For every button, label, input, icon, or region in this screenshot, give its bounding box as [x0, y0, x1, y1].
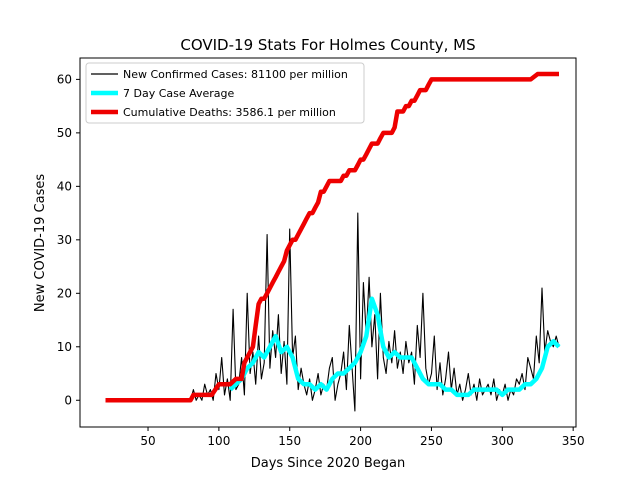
x-axis: 50 100 150 200 250 300 350	[140, 427, 585, 448]
legend: New Confirmed Cases: 81100 per million 7…	[85, 62, 365, 124]
y-tick-label: 40	[57, 179, 72, 193]
x-tick-label: 300	[491, 434, 514, 448]
legend-label-cumulative-deaths: Cumulative Deaths: 3586.1 per million	[123, 106, 336, 119]
x-tick-label: 50	[140, 434, 155, 448]
legend-label-new-cases: New Confirmed Cases: 81100 per million	[123, 68, 348, 81]
y-tick-label: 50	[57, 126, 72, 140]
y-tick-label: 0	[64, 393, 72, 407]
new-confirmed-cases-line	[189, 212, 560, 412]
x-tick-label: 150	[278, 434, 301, 448]
y-tick-label: 10	[57, 340, 72, 354]
seven-day-average-line	[228, 296, 561, 398]
series-layer	[105, 71, 561, 412]
y-tick-label: 60	[57, 72, 72, 86]
y-tick-label: 20	[57, 286, 72, 300]
legend-label-7day-average: 7 Day Case Average	[123, 87, 235, 100]
x-tick-label: 200	[349, 434, 372, 448]
chart-title: COVID-19 Stats For Holmes County, MS	[180, 36, 475, 54]
x-tick-label: 350	[562, 434, 585, 448]
y-axis-label: New COVID-19 Cases	[33, 174, 48, 312]
x-axis-label: Days Since 2020 Began	[251, 456, 406, 471]
cumulative-deaths-line	[105, 71, 559, 403]
y-tick-label: 30	[57, 233, 72, 247]
x-tick-label: 250	[420, 434, 443, 448]
x-tick-label: 100	[207, 434, 230, 448]
y-axis: 0 10 20 30 40 50 60	[57, 72, 80, 407]
plot-frame	[79, 57, 577, 428]
legend-box	[85, 62, 365, 124]
